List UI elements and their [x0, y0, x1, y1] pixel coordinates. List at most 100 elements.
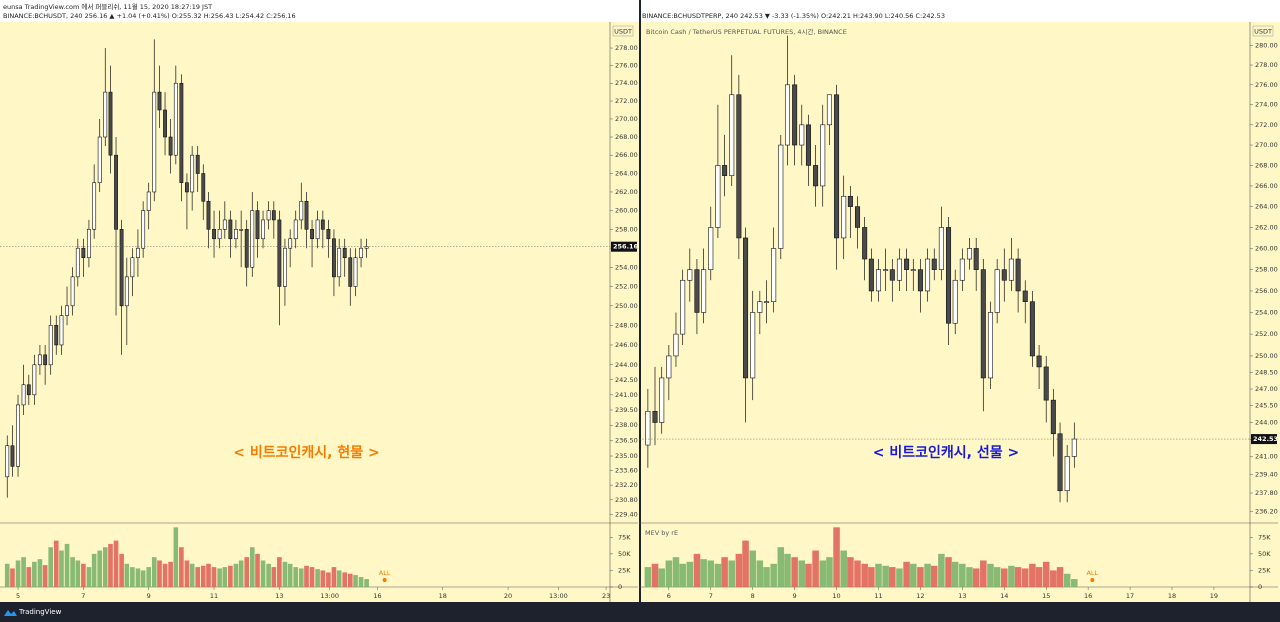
candle-body [32, 364, 37, 396]
volume-bar [168, 561, 173, 587]
panel-divider [639, 0, 641, 602]
candle-body [124, 276, 129, 307]
volume-bar [102, 547, 108, 587]
y-tick-label: 245.50 [1255, 402, 1278, 410]
volume-bar [233, 563, 239, 587]
candle-body [37, 354, 42, 366]
candle-body [43, 354, 48, 366]
y-tick-label: 266.00 [1255, 182, 1278, 190]
x-tick-label: 5 [16, 592, 20, 600]
volume-bar [21, 557, 26, 587]
candle-body [729, 94, 735, 176]
candle-body [59, 315, 64, 346]
candle-body [320, 219, 325, 230]
candle-body [26, 384, 31, 396]
volume-bar [271, 567, 277, 587]
candle-body [673, 333, 679, 357]
last-price-box [1251, 434, 1277, 445]
candle-body [190, 154, 195, 193]
candle-body [883, 269, 889, 271]
volume-bar [304, 565, 309, 587]
y-tick-label: 247.00 [1255, 385, 1278, 393]
candle-body [764, 301, 770, 303]
y-tick-label: 272.00 [615, 97, 638, 105]
candle-body [701, 269, 707, 313]
currency: USDT [1254, 28, 1272, 36]
candle-body [5, 445, 10, 478]
volume-bar [342, 572, 348, 587]
candle-body [70, 276, 75, 307]
volume-bar [184, 560, 190, 587]
volume-bar [222, 567, 228, 587]
candle-body [157, 91, 162, 111]
volume-bar [42, 565, 48, 587]
candle-body [201, 173, 206, 202]
candle-body [173, 82, 178, 156]
volume-bar [972, 568, 980, 587]
volume-bar [805, 563, 812, 587]
volume-bar [331, 567, 337, 587]
volume-bar [1042, 561, 1050, 587]
candle-body [48, 325, 53, 366]
volume-bar [644, 567, 652, 587]
candle-body [130, 257, 135, 278]
volume-tick-label: 0 [618, 583, 622, 591]
volume-bar [721, 557, 728, 587]
candle-body [680, 279, 686, 335]
y-tick-label: 268.00 [1255, 161, 1278, 169]
currency-box [612, 25, 634, 37]
candle-body [1050, 399, 1056, 435]
candle-body [141, 210, 146, 249]
volume-bar [1063, 573, 1071, 587]
volume-bar [135, 568, 141, 587]
candle-body [694, 269, 700, 313]
x-tick-label: 20 [504, 592, 512, 600]
y-tick-label: 278.00 [615, 44, 638, 52]
y-tick-label: 241.00 [615, 391, 638, 399]
candle-body [973, 248, 979, 270]
volume-bar [217, 568, 222, 587]
candle-body [778, 144, 784, 249]
x-tick-label: 10 [832, 592, 840, 600]
candle-body [103, 91, 108, 138]
volume-bar [951, 561, 959, 587]
candle-body [195, 154, 200, 174]
y-tick-label: 262.00 [1255, 223, 1278, 231]
volume-bar [917, 567, 924, 587]
volume-bar [266, 563, 271, 587]
candle-body [820, 124, 826, 187]
y-tick-label: 246.00 [615, 341, 638, 349]
candle-body [136, 247, 140, 259]
candle-body [834, 94, 840, 239]
volume-bar [903, 561, 910, 587]
candle-body [736, 94, 742, 239]
volume-bar [686, 561, 694, 587]
y-tick-label: 236.50 [615, 437, 638, 445]
volume-bar [707, 560, 715, 587]
volume-bar [672, 557, 680, 587]
y-tick-label: 268.00 [615, 133, 638, 141]
volume-bar [206, 563, 211, 587]
y-tick-label: 248.00 [615, 321, 638, 329]
x-tick-label: 7 [709, 592, 713, 600]
candle-body [862, 227, 868, 260]
y-tick-label: 254.00 [1255, 308, 1278, 316]
volume-bar [840, 550, 847, 587]
candle-body [206, 200, 211, 230]
candle-body [146, 191, 151, 211]
y-tick-label: 270.00 [615, 115, 638, 123]
candle-body [1001, 269, 1007, 281]
x-tick-label: 11 [874, 592, 882, 600]
candle-body [910, 269, 916, 271]
candle-body [239, 229, 244, 231]
y-tick-label: 237.80 [1255, 489, 1278, 497]
volume-bar [993, 567, 1001, 587]
volume-bar [651, 563, 659, 587]
currency: USDT [614, 28, 632, 36]
caption: eunsa TradingView.com 에서 퍼블리쉬, 11월 15, 2… [3, 2, 212, 11]
candle-body [946, 227, 952, 324]
volume-bar [140, 570, 146, 587]
y-tick-label: 244.00 [1255, 419, 1278, 427]
volume-bar [282, 561, 288, 587]
x-tick-label: 13:00 [549, 592, 568, 600]
